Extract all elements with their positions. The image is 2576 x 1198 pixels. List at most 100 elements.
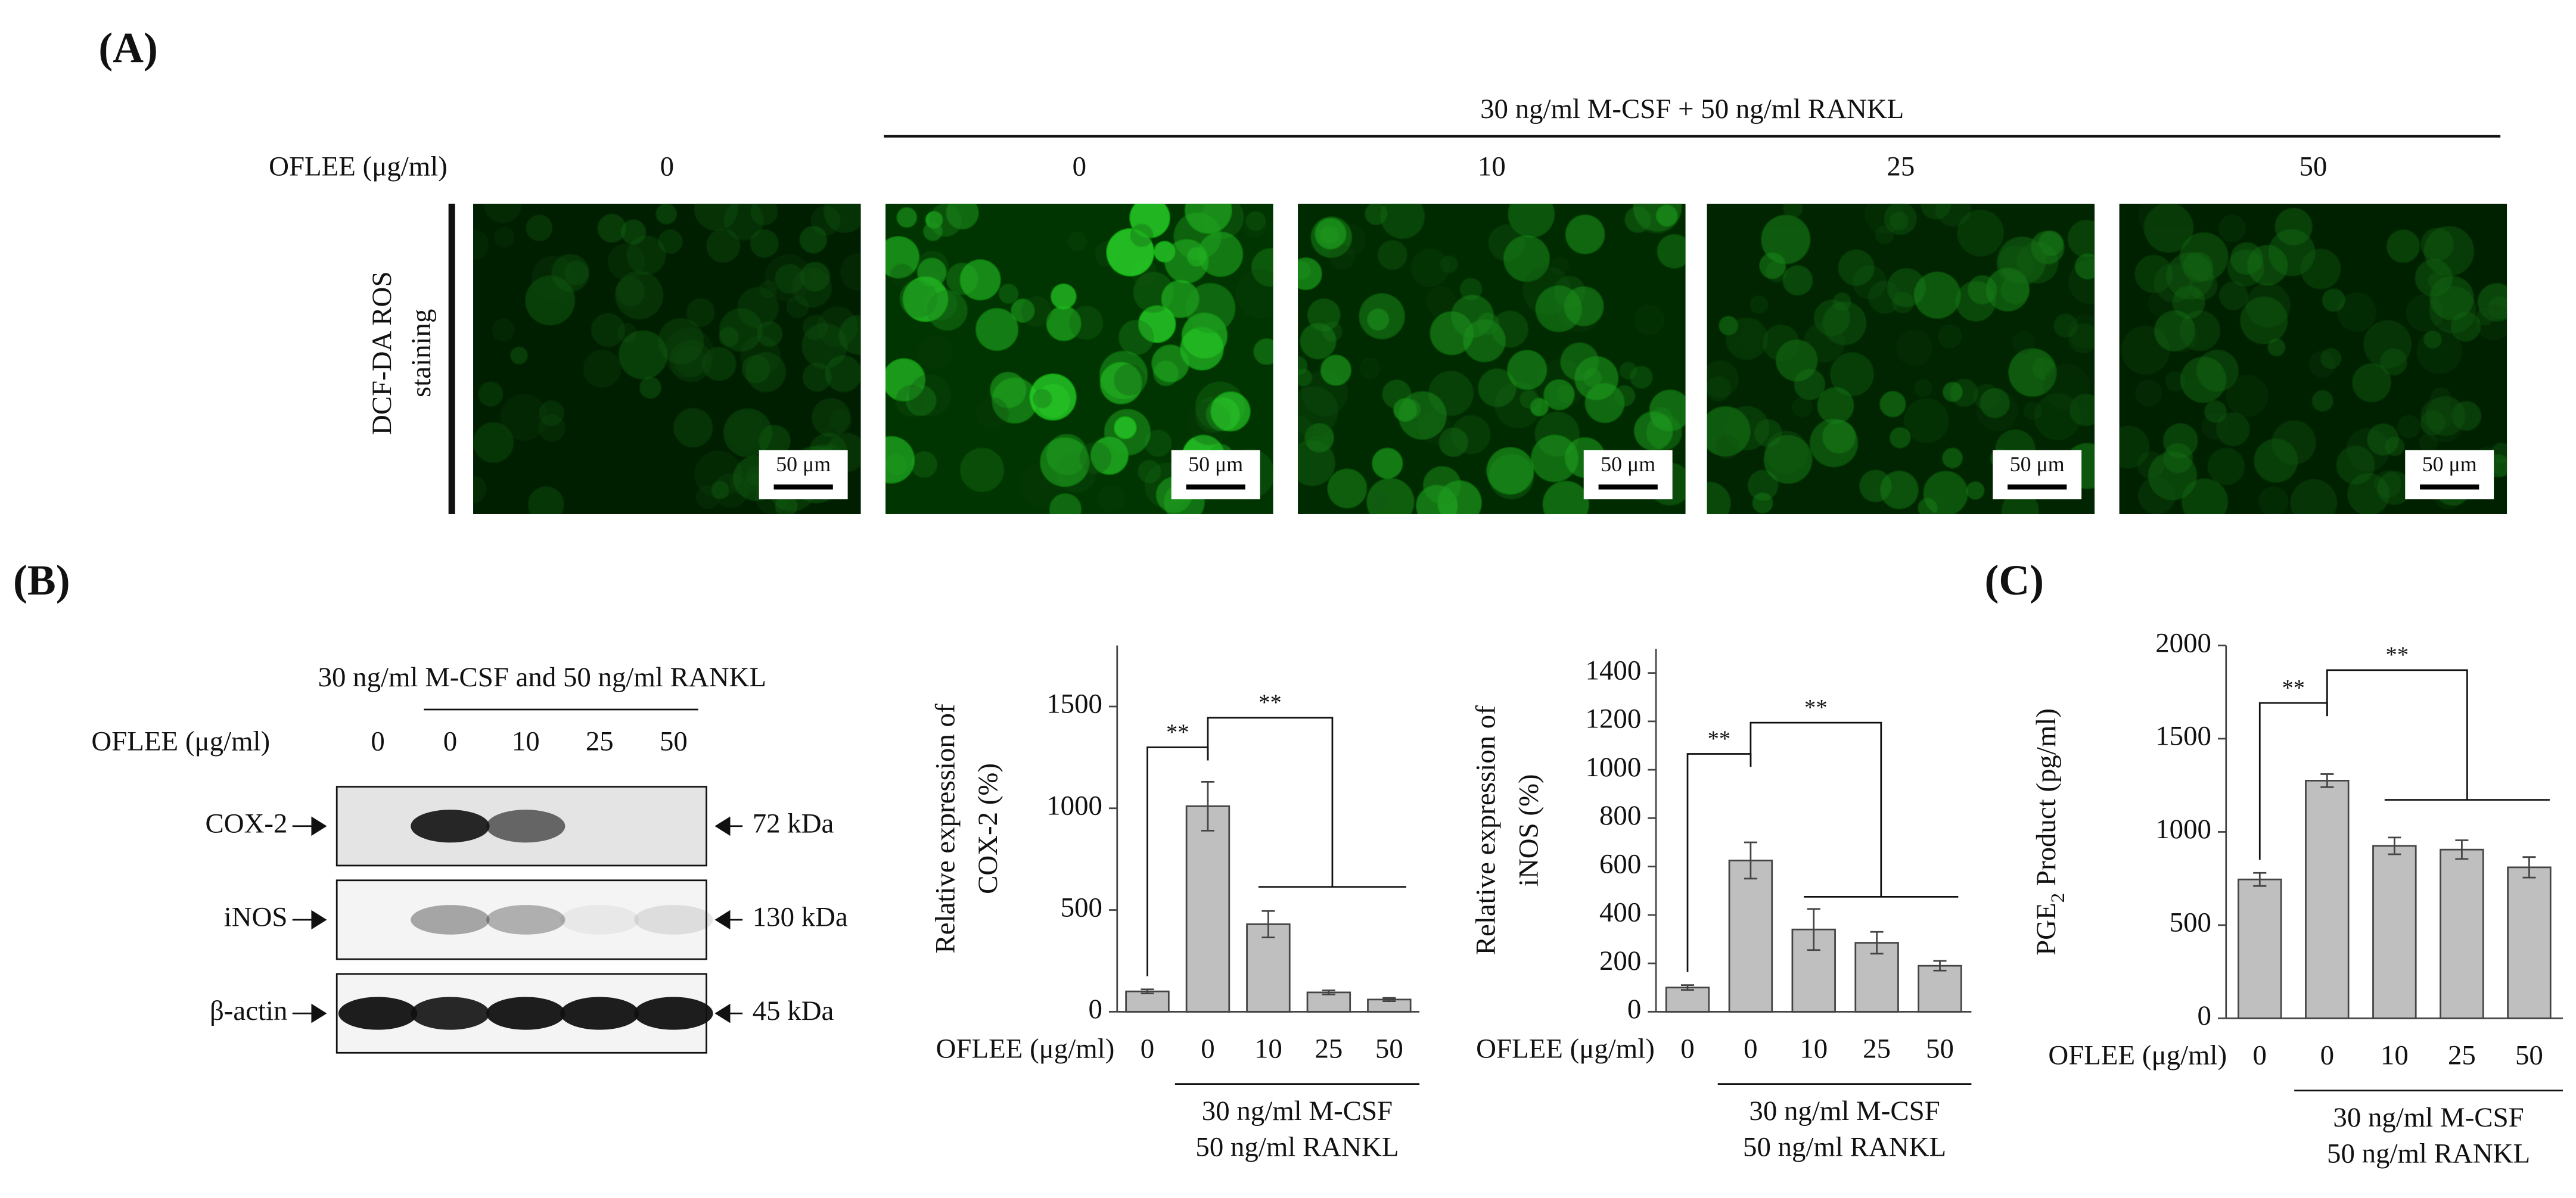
cell	[1980, 388, 2011, 419]
cell	[1535, 285, 1583, 333]
cell	[620, 219, 647, 245]
cell	[2180, 356, 2227, 403]
arrow	[714, 1003, 743, 1023]
cell	[2451, 400, 2482, 431]
y-tick-label: 1200	[1586, 704, 1642, 735]
scale-box	[1993, 450, 2082, 500]
cell	[2023, 402, 2043, 421]
scale-box	[2405, 450, 2494, 500]
cell	[1118, 319, 1155, 356]
cell	[1707, 481, 1732, 514]
x-tick-label: 25	[2448, 1040, 2476, 1071]
cell	[701, 346, 737, 381]
y-tick-label: 1000	[2155, 814, 2211, 845]
cell	[2430, 387, 2451, 409]
cell	[1397, 391, 1447, 440]
dose: 50	[660, 726, 688, 757]
cell	[810, 206, 841, 236]
y-axis-label: Relative expression of	[930, 704, 961, 953]
cell	[2143, 203, 2194, 253]
cell	[723, 203, 765, 241]
cell	[2271, 420, 2317, 465]
dose-label: OFLEE (μg/ml)	[91, 726, 270, 757]
cell	[694, 203, 739, 231]
cell	[2245, 282, 2291, 328]
blot-band	[486, 997, 565, 1030]
cell	[729, 470, 754, 494]
scale-bar	[2008, 484, 2067, 490]
y-tick-label: 0	[1089, 994, 1102, 1025]
cell	[2008, 348, 2058, 397]
cell	[1393, 397, 1418, 422]
cell	[1298, 440, 1336, 487]
cell	[2016, 241, 2059, 284]
cell	[657, 318, 704, 365]
cell	[1942, 381, 1963, 403]
y-axis-label-part: 2	[2047, 893, 2069, 903]
cell	[713, 473, 748, 508]
cell	[531, 255, 576, 300]
cell	[1096, 484, 1126, 514]
cell	[1724, 405, 1770, 451]
cell	[2416, 328, 2463, 375]
panel-label: (C)	[1984, 556, 2043, 604]
cell	[1752, 492, 1774, 514]
dose: 0	[1073, 151, 1086, 182]
y-tick-label: 600	[1599, 848, 1641, 879]
cell	[1307, 298, 1341, 332]
cell	[1707, 406, 1751, 457]
x-tick-label: 25	[1863, 1033, 1891, 1064]
protein-label: iNOS	[224, 902, 288, 933]
error-bar	[1261, 910, 1275, 939]
y-tick-label: 500	[1061, 892, 1102, 923]
cell	[493, 226, 515, 248]
y-tick-label: 200	[1599, 945, 1641, 976]
x-tick-label: 0	[1680, 1033, 1694, 1064]
cell	[1366, 308, 1390, 331]
cell	[1891, 291, 1914, 314]
sig-label: **	[2386, 643, 2409, 668]
sig-label: **	[1166, 720, 1189, 745]
x-axis-label: OFLEE (μg/ml)	[936, 1033, 1115, 1064]
error-bar	[1870, 931, 1884, 955]
cell	[1950, 378, 1979, 407]
cell	[2196, 349, 2239, 393]
cell	[1530, 397, 1549, 417]
cell	[2034, 393, 2081, 441]
cell	[885, 435, 915, 484]
cell	[2137, 476, 2176, 514]
cell	[2226, 375, 2269, 418]
cell	[1322, 321, 1343, 342]
cell	[1887, 267, 1926, 307]
cell	[2154, 263, 2193, 303]
cell	[1754, 419, 1783, 447]
cell	[2274, 207, 2313, 246]
cell	[1185, 282, 1236, 334]
blot-band	[634, 905, 713, 935]
cell	[1459, 278, 1483, 301]
cell	[583, 349, 622, 388]
cell	[1782, 265, 1813, 296]
sig-label: **	[2282, 676, 2305, 701]
cell	[2322, 288, 2346, 312]
cell	[723, 407, 773, 458]
cell	[737, 287, 779, 329]
sig-label: **	[1804, 695, 1828, 720]
cell	[899, 279, 938, 318]
cell	[975, 396, 1009, 431]
cell	[1366, 477, 1415, 514]
cell	[2246, 244, 2289, 287]
bar	[1728, 860, 1773, 1013]
cell	[823, 203, 861, 234]
cell	[1829, 351, 1875, 397]
cell	[1382, 379, 1412, 409]
cell	[1985, 267, 2030, 312]
cell	[614, 270, 664, 320]
cell	[908, 374, 952, 417]
cell	[1298, 356, 1308, 376]
cell	[1542, 480, 1590, 514]
cell	[1029, 373, 1077, 421]
cell	[1816, 387, 1854, 425]
cell	[1503, 235, 1550, 282]
